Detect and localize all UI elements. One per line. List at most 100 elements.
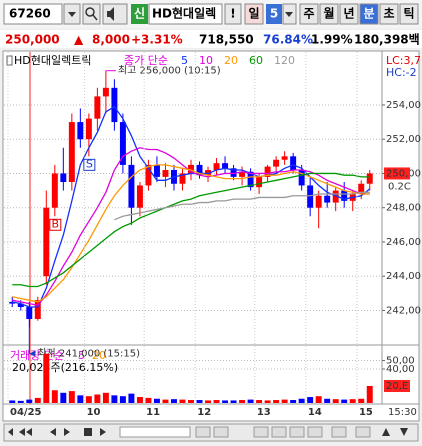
candle-body (17, 303, 24, 308)
volume-bar (273, 400, 280, 403)
sound-button[interactable] (102, 3, 128, 25)
legend-entry: 5 (181, 54, 188, 67)
volume-bar (230, 400, 237, 403)
period-button-text: 틱 (403, 6, 414, 21)
x-tick-label: 11 (146, 407, 160, 418)
volume-bar (247, 399, 254, 403)
zoom-in[interactable] (213, 426, 229, 438)
volume-tag: 20,E (386, 381, 408, 392)
y-tick-label: 40,00 (386, 364, 415, 375)
price: 250,000 (5, 33, 60, 47)
candle-body (136, 185, 143, 208)
tool-button[interactable] (307, 426, 323, 438)
stop-button[interactable] (84, 428, 92, 436)
volume-bar (153, 398, 160, 403)
volume-bar (162, 399, 169, 403)
annotation-arrowhead (29, 350, 36, 357)
volume-bar (290, 400, 297, 403)
candle-body (9, 301, 16, 304)
interval-box[interactable] (266, 4, 282, 24)
x-end-label: 15:30 (388, 407, 417, 418)
amount: 180,398백 (354, 32, 420, 47)
volume-bar (136, 397, 143, 403)
period-button[interactable] (359, 3, 379, 25)
zoom-out[interactable] (195, 426, 211, 438)
ma-line (12, 172, 370, 288)
candle-body (51, 173, 58, 208)
tool-button[interactable] (355, 426, 371, 438)
volume-bar (77, 395, 84, 403)
stock-code: 67260 (9, 7, 51, 21)
alert-button[interactable] (224, 3, 242, 25)
period-button[interactable] (399, 3, 419, 25)
code-box[interactable] (3, 3, 63, 25)
tool-button[interactable] (253, 426, 269, 438)
candle-body (102, 87, 109, 97)
annotation: 최저 241,000 (15:15) (37, 348, 140, 360)
volume-bar (111, 395, 118, 403)
candle-body (153, 164, 160, 177)
x-tick-label: 10 (87, 407, 101, 418)
volume-bar (188, 400, 194, 403)
period-button[interactable] (299, 3, 319, 25)
volume-title: 거래량 단순 (10, 349, 64, 362)
period-text: 일 (248, 7, 259, 21)
scroll-controls (8, 426, 408, 438)
candle-body (366, 173, 373, 184)
scroll-track[interactable] (119, 426, 191, 438)
period-button[interactable] (319, 3, 339, 25)
volume-bar (17, 400, 24, 403)
volume-bar (85, 396, 92, 403)
tool-button[interactable] (271, 426, 287, 438)
candle-body (43, 207, 50, 277)
candle-body (222, 163, 229, 169)
x-tick-label: 12 (197, 407, 211, 418)
tool-button[interactable] (289, 426, 305, 438)
price-tag: 250, (386, 168, 408, 179)
volume-bar (119, 396, 126, 403)
lc-label: LC:3,7 (386, 54, 421, 67)
candle-body (247, 171, 254, 188)
search-icon (85, 7, 95, 17)
y-tick-label: 248,00 (386, 203, 421, 214)
turnover: 1.99% (311, 33, 353, 47)
volume-bar (128, 393, 135, 403)
candle-body (273, 159, 280, 167)
candle-body (68, 122, 75, 183)
volume-bar (68, 391, 75, 403)
volume-bar (222, 400, 229, 403)
ma-line (12, 164, 370, 303)
scroll-down[interactable] (400, 428, 408, 436)
scroll-left[interactable] (8, 428, 13, 436)
candle-body (188, 164, 194, 174)
signal: S (86, 157, 93, 170)
candle-body (256, 176, 263, 188)
candle-body (239, 171, 246, 177)
quote-row (0, 30, 422, 48)
scroll-next[interactable] (64, 428, 70, 436)
play-button[interactable] (100, 428, 106, 436)
x-tick-label: 14 (308, 407, 322, 418)
x-tick-label: 15 (359, 407, 373, 418)
candle-body (205, 170, 212, 176)
period-button[interactable] (244, 3, 264, 25)
candle-body (77, 122, 84, 140)
price-tag-box (384, 167, 410, 180)
candle-body (281, 156, 288, 160)
tool-button[interactable] (331, 426, 347, 438)
period-button[interactable] (379, 3, 399, 25)
period-button-text: 월 (323, 6, 334, 21)
candle-body (128, 164, 135, 208)
period-button-text: 주 (303, 7, 314, 21)
search-button[interactable] (82, 3, 101, 25)
scroll-prev[interactable] (50, 428, 56, 436)
period-button[interactable] (339, 3, 359, 25)
volume-bar (324, 398, 331, 403)
candle-body (213, 163, 220, 171)
price-tag-sub: 0.2C (388, 181, 411, 192)
scroll-up[interactable] (382, 428, 390, 436)
y-tick-label: 244,00 (386, 271, 421, 282)
scroll-fast-left[interactable] (19, 428, 32, 436)
volume-bar (94, 394, 101, 403)
candle-body (298, 170, 305, 186)
